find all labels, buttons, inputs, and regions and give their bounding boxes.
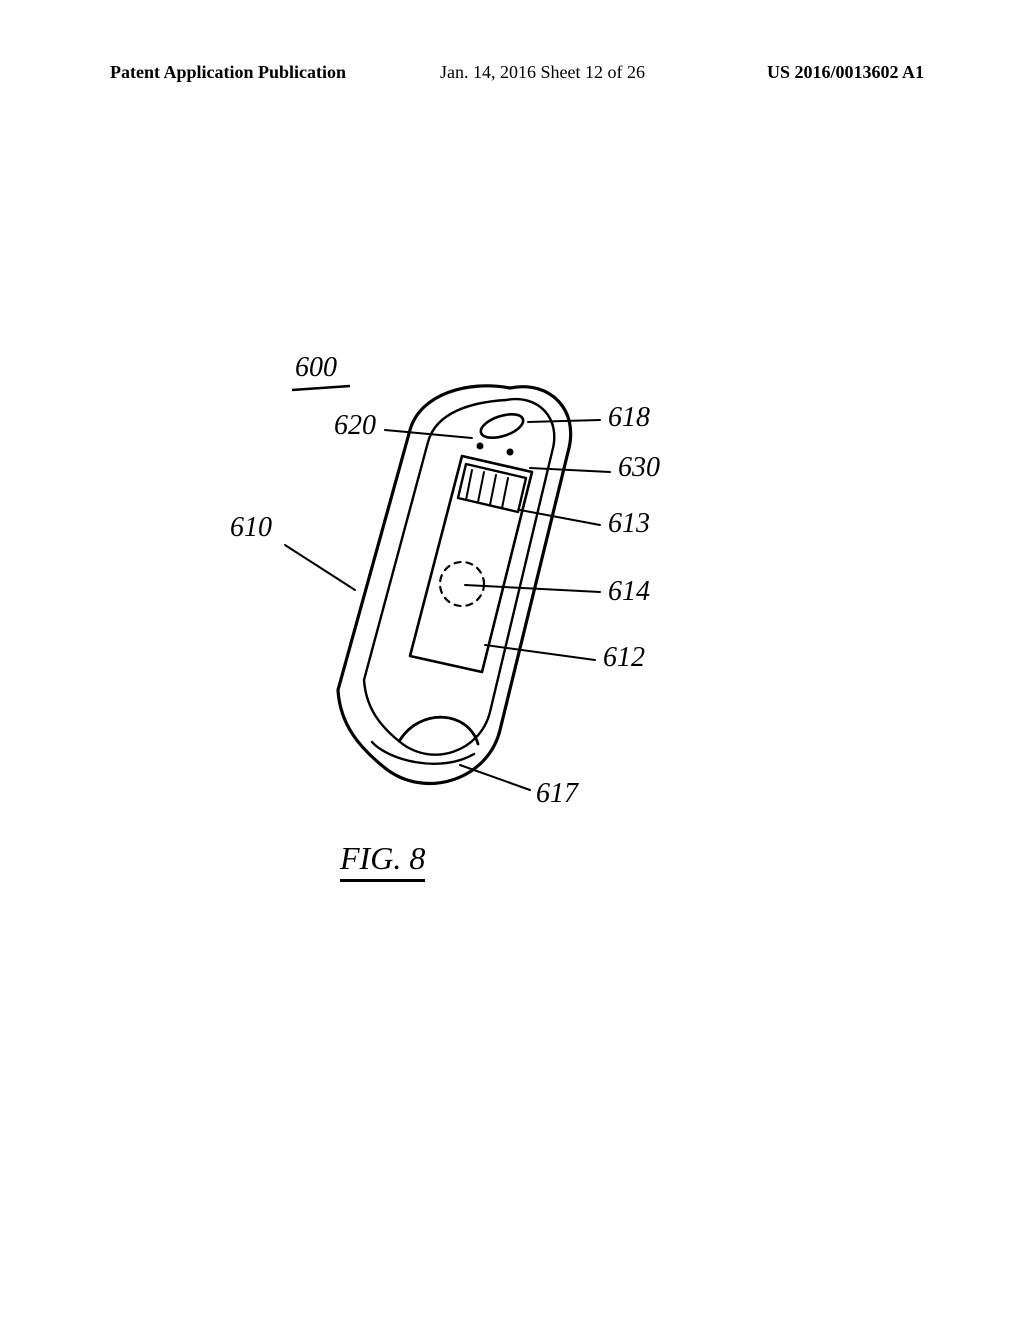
ref-610: 610 bbox=[230, 512, 272, 544]
ref-630: 630 bbox=[618, 452, 660, 484]
figure-8-svg bbox=[210, 360, 770, 880]
bottom-arc-617 bbox=[400, 717, 478, 744]
figure-caption-text: FIG. 8 bbox=[340, 840, 425, 882]
dot-left-620 bbox=[477, 443, 483, 449]
ref-620: 620 bbox=[334, 410, 376, 442]
patent-page: Patent Application Publication Jan. 14, … bbox=[0, 0, 1024, 1320]
ref-600-underline bbox=[292, 386, 350, 390]
lead-617 bbox=[460, 765, 530, 790]
opening-618 bbox=[478, 410, 526, 443]
device-drawing bbox=[338, 386, 571, 784]
inner-rim bbox=[364, 399, 554, 755]
lead-613 bbox=[520, 510, 600, 525]
ref-613: 613 bbox=[608, 508, 650, 540]
dot-right-630 bbox=[507, 449, 513, 455]
header-right: US 2016/0013602 A1 bbox=[767, 62, 924, 83]
header-left: Patent Application Publication bbox=[110, 62, 346, 83]
lead-630 bbox=[530, 468, 610, 472]
lead-612 bbox=[485, 645, 595, 660]
ref-612: 612 bbox=[603, 642, 645, 674]
dashed-feature-614 bbox=[440, 562, 484, 606]
figure-8: 600 620 610 618 630 613 614 612 617 bbox=[210, 360, 770, 880]
page-header: Patent Application Publication Jan. 14, … bbox=[0, 62, 1024, 92]
ref-617: 617 bbox=[536, 778, 578, 810]
header-center: Jan. 14, 2016 Sheet 12 of 26 bbox=[440, 62, 645, 83]
ref-600: 600 bbox=[295, 352, 337, 384]
figure-caption: FIG. 8 bbox=[340, 840, 425, 882]
ref-618: 618 bbox=[608, 402, 650, 434]
lead-610 bbox=[285, 545, 355, 590]
outer-body-610 bbox=[338, 386, 571, 784]
lead-618 bbox=[528, 420, 600, 422]
ref-614: 614 bbox=[608, 576, 650, 608]
